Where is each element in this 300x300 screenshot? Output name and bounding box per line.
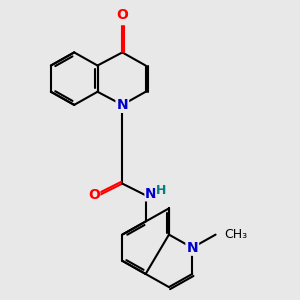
Text: H: H bbox=[156, 184, 166, 196]
Text: N: N bbox=[187, 241, 198, 255]
Text: N: N bbox=[116, 98, 128, 112]
Text: CH₃: CH₃ bbox=[224, 228, 248, 241]
Text: O: O bbox=[88, 188, 100, 202]
Text: N: N bbox=[145, 187, 157, 201]
Text: O: O bbox=[116, 8, 128, 22]
